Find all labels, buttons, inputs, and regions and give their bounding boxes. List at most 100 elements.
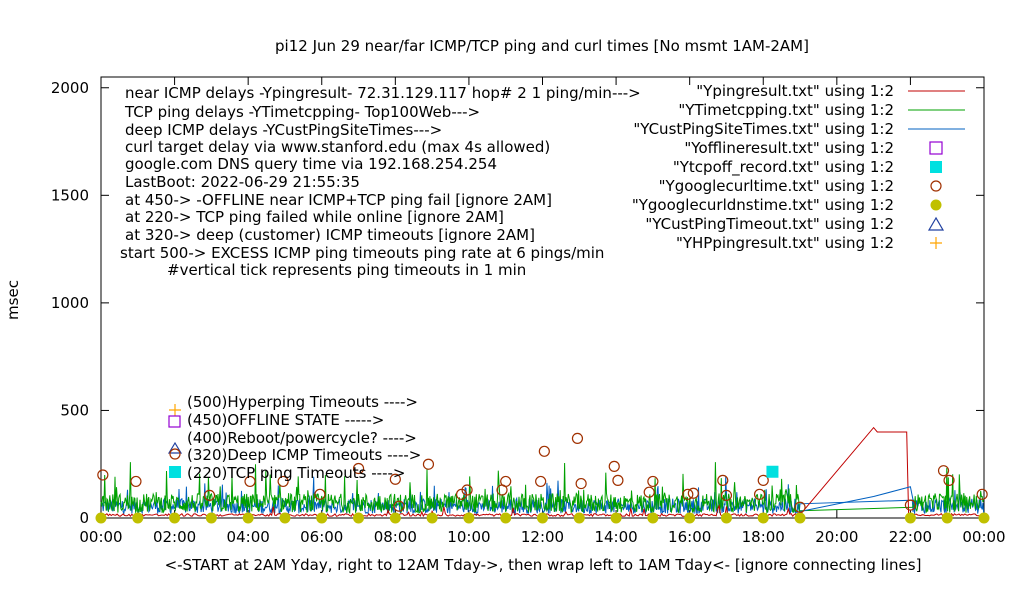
x-axis: 00:00 02:00 04:00 06:00 08:00 10:00 12:00 14:00…: [79, 77, 1006, 546]
x-tick-label: 04:00: [227, 528, 270, 546]
annotation-text: #vertical tick represents ping timeouts …: [167, 261, 526, 279]
dns-time-point: [500, 512, 512, 524]
x-tick-label: 14:00: [594, 528, 637, 546]
dns-time-point: [169, 512, 181, 524]
x-tick-label: 16:00: [668, 528, 711, 546]
curl-time-point: [757, 474, 769, 486]
annotation-text: start 500-> EXCESS ICMP ping timeouts pi…: [120, 244, 604, 262]
chart-title: pi12 Jun 29 near/far ICMP/TCP ping and c…: [275, 37, 809, 55]
annotation-text: TCP ping delays -YTimetcpping- Top100Web…: [124, 103, 480, 121]
series-line-timetcpping: [100, 462, 985, 515]
dns-time-point: [647, 512, 659, 524]
open-circle-icon: [169, 448, 181, 460]
curl-time-point: [608, 460, 620, 472]
legend-triangle-icon: [927, 216, 945, 231]
legend-label: "Ytcpoff_record.txt" using 1:2: [673, 158, 894, 177]
annotation-text: near ICMP delays -Ypingresult- 72.31.129…: [125, 84, 641, 102]
tcp-off-point: [766, 465, 779, 478]
markers-layer: [95, 432, 990, 524]
plus-icon: [169, 404, 181, 416]
dns-time-point: [463, 512, 475, 524]
series-layer: [100, 426, 985, 518]
legend-label: "YTimetcpping.txt" using 1:2: [678, 101, 894, 119]
marker-annotation-text: (450)OFFLINE STATE ----->: [187, 411, 384, 429]
x-tick-label: 12:00: [521, 528, 564, 546]
marker-annotation-text: (500)Hyperping Timeouts ---->: [187, 393, 418, 411]
dns-time-point: [610, 512, 622, 524]
annotation-text: at 220-> TCP ping failed while online [i…: [125, 208, 504, 226]
dns-time-point: [757, 512, 769, 524]
x-tick-label: 22:00: [889, 528, 932, 546]
legend: "Ypingresult.txt" using 1:2"YTimetcpping…: [632, 82, 965, 252]
legend-open-square-icon: [929, 141, 943, 155]
dns-time-point: [279, 512, 291, 524]
curl-time-point: [393, 500, 405, 512]
curl-time-point: [571, 432, 584, 445]
legend-label: "YHPpingresult.txt" using 1:2: [676, 234, 894, 252]
curl-time-point: [352, 462, 365, 475]
legend-open-circle-icon: [930, 180, 942, 192]
curl-time-point: [937, 465, 950, 477]
series-line-pingresult: [100, 426, 985, 518]
dns-time-point: [537, 512, 548, 524]
legend-label: "YCustPingTimeout.txt" using 1:2: [645, 215, 894, 233]
y-axis-label: msec: [4, 280, 22, 320]
legend-filled-square-icon: [930, 161, 942, 173]
x-tick-label: 06:00: [300, 528, 343, 546]
x-tick-label: 10:00: [447, 528, 490, 546]
curl-time-point: [203, 489, 216, 502]
curl-time-point: [647, 475, 659, 488]
curl-time-point: [720, 489, 733, 502]
curl-time-point: [461, 484, 473, 496]
x-tick-label: 02:00: [153, 528, 196, 546]
curl-time-point: [575, 477, 587, 490]
legend-plus-icon: [930, 237, 942, 249]
dns-time-point: [904, 512, 916, 524]
curl-time-point: [717, 474, 729, 486]
annotation-text: at 320-> deep (customer) ICMP timeouts […: [125, 226, 535, 244]
legend-filled-circle-icon: [930, 199, 942, 211]
legend-label: "YCustPingSiteTimes.txt" using 1:2: [633, 120, 894, 138]
x-tick-label: 00:00: [962, 528, 1005, 546]
dns-time-point: [684, 512, 696, 524]
curl-time-point: [422, 458, 435, 470]
curl-time-point: [389, 473, 401, 485]
dns-time-point: [242, 512, 254, 524]
legend-label: "Yofflineresult.txt" using 1:2: [684, 139, 894, 157]
filled-square-icon: [169, 466, 181, 478]
x-tick-label: 00:00: [79, 528, 122, 546]
marker-annotation-text: (400)Reboot/powercycle? ---->: [187, 429, 417, 447]
curl-time-point: [277, 475, 289, 488]
curl-time-point: [687, 487, 699, 499]
annotation-text: google.com DNS query time via 192.168.25…: [125, 155, 497, 173]
dns-time-point: [794, 512, 806, 524]
curl-time-point: [794, 501, 806, 513]
annotation-text: LastBoot: 2022-06-29 21:55:35: [125, 173, 360, 191]
series-line-custpingsitetimes-ramp: [799, 486, 915, 512]
dns-time-point: [205, 512, 217, 524]
annotations: near ICMP delays -Ypingresult- 72.31.129…: [120, 84, 641, 482]
curl-time-point: [904, 499, 917, 511]
curl-time-point: [943, 474, 955, 486]
curl-time-point: [500, 475, 512, 488]
dns-time-point: [132, 512, 144, 524]
annotation-text: at 450-> -OFFLINE near ICMP+TCP ping fai…: [125, 191, 552, 209]
curl-time-point: [538, 445, 550, 457]
curl-time-point: [643, 486, 655, 498]
dns-time-point: [316, 512, 328, 524]
x-tick-label: 20:00: [815, 528, 858, 546]
y-tick-label: 1500: [51, 186, 89, 204]
series-line-custpingsitetimes: [100, 476, 985, 516]
curl-time-point: [612, 474, 624, 486]
dns-time-point: [978, 512, 990, 524]
triangle-icon: [167, 441, 183, 454]
x-tick-label: 18:00: [742, 528, 785, 546]
annotation-text: curl target delay via www.stanford.edu (…: [125, 138, 550, 156]
dns-time-point: [353, 512, 365, 524]
curl-time-point: [244, 475, 256, 488]
open-square-icon: [168, 415, 181, 428]
dns-time-point: [95, 512, 107, 524]
y-tick-label: 0: [79, 509, 89, 527]
curl-time-point: [753, 488, 766, 500]
